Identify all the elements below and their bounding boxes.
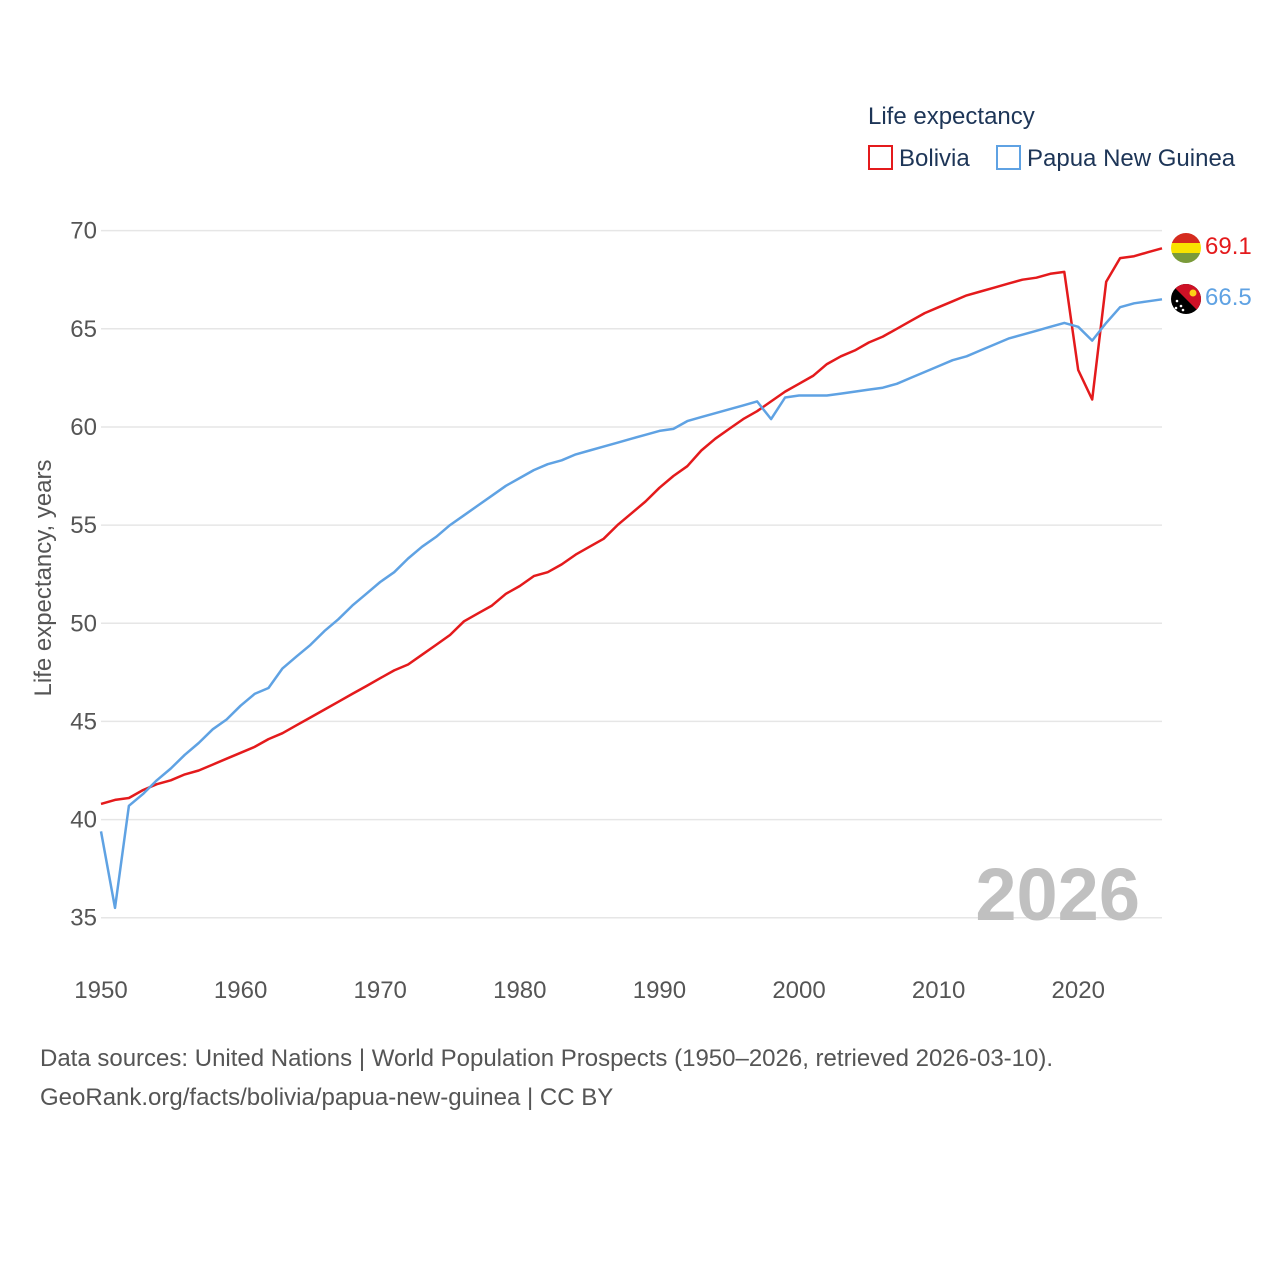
- png-flag-icon: [1171, 284, 1201, 314]
- legend-item-png[interactable]: Papua New Guinea: [997, 145, 1236, 172]
- y-tick-label: 50: [70, 610, 97, 637]
- x-tick-label: 1980: [493, 977, 546, 1004]
- legend-label-png: Papua New Guinea: [1027, 145, 1236, 172]
- y-tick-label: 55: [70, 512, 97, 539]
- legend-swatch-png: [997, 146, 1020, 169]
- end-label-bolivia: 69.1: [1205, 233, 1252, 260]
- series-line-bolivia[interactable]: [101, 248, 1162, 804]
- footer-source: Data sources: United Nations | World Pop…: [40, 1045, 1053, 1073]
- legend-label-bolivia: Bolivia: [899, 145, 970, 172]
- year-watermark: 2026: [975, 853, 1140, 936]
- x-axis-ticks: 1950 1960 1970 1980 1990 2000 2010 2020: [74, 977, 1105, 1004]
- y-tick-label: 40: [70, 807, 97, 834]
- y-axis-ticks: 35 40 45 50 55 60 65 70: [70, 218, 97, 932]
- legend-swatch-bolivia: [869, 146, 892, 169]
- x-tick-label: 1960: [214, 977, 267, 1004]
- x-tick-label: 2020: [1052, 977, 1105, 1004]
- x-tick-label: 1950: [74, 977, 127, 1004]
- y-tick-label: 65: [70, 316, 97, 343]
- x-tick-label: 1990: [633, 977, 686, 1004]
- bolivia-flag-icon: [1171, 233, 1201, 263]
- x-tick-label: 2000: [772, 977, 825, 1004]
- y-tick-label: 35: [70, 905, 97, 932]
- x-tick-label: 2010: [912, 977, 965, 1004]
- series-line-png[interactable]: [101, 299, 1162, 908]
- y-tick-label: 60: [70, 414, 97, 441]
- legend-title: Life expectancy: [868, 103, 1035, 130]
- gridlines: [101, 231, 1162, 918]
- series-lines: [101, 248, 1162, 908]
- end-label-png: 66.5: [1205, 284, 1252, 311]
- y-tick-label: 45: [70, 708, 97, 735]
- x-tick-label: 1970: [354, 977, 407, 1004]
- footer-link[interactable]: GeoRank.org/facts/bolivia/papua-new-guin…: [40, 1084, 613, 1112]
- y-axis-title: Life expectancy, years: [30, 459, 57, 696]
- legend-item-bolivia[interactable]: Bolivia: [869, 145, 970, 172]
- y-tick-label: 70: [70, 218, 97, 245]
- legend: Life expectancy Bolivia Papua New Guinea: [868, 103, 1236, 172]
